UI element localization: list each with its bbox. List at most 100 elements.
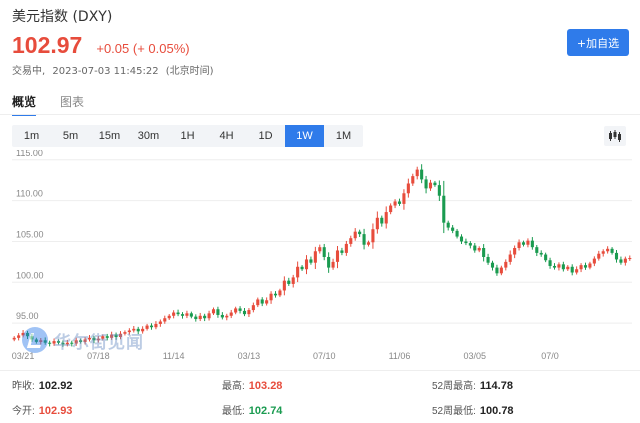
candle-body — [216, 309, 220, 315]
stat-high: 最高: 103.28 — [222, 377, 282, 392]
period-4h[interactable]: 4H — [219, 130, 234, 142]
candle-body — [442, 195, 446, 223]
stat-value: 103.28 — [248, 380, 283, 392]
candle-body — [464, 241, 468, 244]
period-1mo[interactable]: 1M — [335, 130, 352, 142]
tabs-divider — [0, 114, 640, 115]
x-tick-label: 03/21 — [12, 351, 35, 361]
price-row: 102.97 +0.05 (+ 0.05%) — [12, 32, 190, 59]
candle-body — [189, 313, 193, 317]
period-1d[interactable]: 1D — [258, 130, 273, 142]
period-5m[interactable]: 5m — [62, 130, 79, 142]
candle-body — [309, 259, 313, 263]
candle-body — [486, 256, 490, 263]
candlestick-icon — [609, 130, 621, 142]
view-tabs: 概览 图表 — [12, 93, 108, 116]
period-1h[interactable]: 1H — [180, 130, 195, 142]
instrument-title: 美元指数 (DXY) — [12, 9, 113, 25]
candle-body — [446, 222, 450, 228]
candle-body — [269, 293, 273, 301]
period-1w[interactable]: 1W — [285, 125, 324, 147]
candle-body — [203, 315, 207, 319]
candle-body — [468, 243, 472, 246]
candle-body — [482, 248, 486, 257]
candle-body — [176, 312, 180, 315]
candle-body — [83, 339, 87, 342]
candle-body — [420, 169, 424, 180]
candle-body — [566, 266, 570, 270]
period-1m[interactable]: 1m — [23, 130, 40, 142]
stat-label: 今开: — [12, 406, 35, 417]
candle-body — [304, 259, 309, 270]
tab-overview[interactable]: 概览 — [12, 93, 37, 116]
candle-body — [513, 248, 517, 255]
candle-body — [344, 243, 348, 253]
candle-body — [256, 299, 260, 306]
candle-body — [459, 236, 464, 242]
stats-divider — [0, 370, 640, 371]
candle-body — [393, 201, 397, 206]
candle-body — [87, 337, 92, 340]
stat-label: 昨收: — [12, 381, 35, 392]
candle-body — [48, 342, 52, 344]
candle-body — [158, 321, 162, 324]
period-30m[interactable]: 30m — [137, 130, 160, 142]
candle-body — [207, 313, 211, 319]
chart-grid — [12, 159, 632, 324]
y-tick-label: 100.00 — [16, 270, 44, 280]
candle-body — [278, 290, 282, 296]
candle-body — [287, 280, 291, 284]
candle-body — [132, 328, 136, 331]
x-tick-label: 11/06 — [389, 351, 411, 361]
candle-body — [52, 341, 56, 344]
last-price: 102.97 — [12, 32, 83, 58]
stat-value: 100.78 — [479, 405, 514, 417]
watermark: 华尔街见闻 — [22, 327, 144, 353]
candle-body — [521, 242, 526, 245]
candle-body — [366, 242, 371, 245]
candle-body — [12, 337, 16, 340]
candle-body — [548, 260, 552, 266]
candle-body — [424, 179, 428, 189]
stat-value: 102.74 — [248, 405, 283, 417]
candle-body — [70, 342, 74, 344]
candle-body — [504, 261, 508, 268]
candle-body — [530, 240, 534, 248]
candle-body — [105, 336, 109, 338]
candle-body — [65, 342, 69, 345]
candle-body — [61, 342, 65, 345]
price-change: +0.05 (+ 0.05%) — [96, 41, 190, 56]
candle-body — [123, 332, 127, 334]
tab-chart[interactable]: 图表 — [60, 95, 85, 109]
status-label: 交易中, — [12, 66, 46, 77]
stat-value: 102.92 — [38, 380, 73, 392]
x-tick-label: 11/14 — [163, 351, 185, 361]
candle-body — [79, 340, 83, 342]
candle-body — [561, 264, 565, 270]
candle-body — [619, 259, 623, 263]
candle-body — [17, 335, 21, 338]
period-15m[interactable]: 15m — [98, 130, 121, 142]
candle-body — [411, 176, 415, 184]
candle-body — [557, 264, 561, 268]
stat-label: 52周最高: — [432, 381, 476, 392]
y-axis: 115.00 110.00 105.00 100.00 95.00 — [16, 150, 44, 321]
candle-body — [428, 182, 433, 189]
y-tick-label: 95.00 — [16, 311, 39, 321]
y-tick-label: 105.00 — [16, 229, 44, 239]
stat-52w-low: 52周最低: 100.78 — [432, 402, 514, 417]
chart-type-button[interactable] — [604, 126, 626, 146]
candle-body — [477, 248, 481, 251]
price-chart[interactable]: 115.00 110.00 105.00 100.00 95.00 03/21 07/18… — [0, 150, 640, 370]
stat-open: 今开: 102.93 — [12, 402, 72, 417]
candle-body — [490, 262, 495, 268]
candle-body — [592, 258, 596, 264]
add-watchlist-button[interactable]: +加自选 — [567, 29, 629, 56]
candle-body — [92, 337, 96, 341]
period-selector: 1m 5m 15m 30m 1H 4H 1D 1W 1M — [12, 125, 363, 147]
candle-body — [194, 316, 198, 320]
candle-body — [508, 254, 512, 262]
stat-52w-high: 52周最高: 114.78 — [432, 377, 513, 392]
candle-body — [234, 308, 238, 313]
candle-body — [473, 245, 477, 251]
